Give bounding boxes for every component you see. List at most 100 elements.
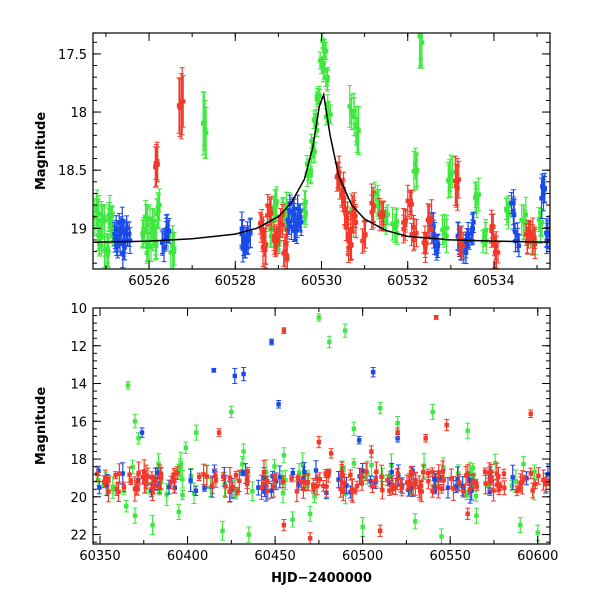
red-data-point [371, 208, 376, 213]
blue-data-point [299, 220, 304, 225]
green-data-point [325, 78, 330, 83]
blue-band-point [256, 485, 261, 490]
green-band-point [264, 475, 269, 480]
red-band-point [471, 479, 476, 484]
red-data-point [216, 430, 222, 435]
green-data-point [411, 169, 417, 174]
red-data-point [281, 522, 287, 528]
green-data-point [282, 210, 287, 216]
blue-data-point [547, 230, 550, 235]
red-band-point [213, 477, 219, 482]
red-data-point [369, 449, 374, 454]
green-data-point [183, 445, 189, 450]
green-data-point [348, 108, 354, 114]
plot-area [94, 313, 550, 544]
red-band-point [521, 476, 527, 481]
red-data-point [268, 207, 273, 212]
green-data-point [465, 428, 470, 433]
plot-frame [92, 307, 551, 545]
blue-data-point [164, 229, 169, 234]
blue-data-point [434, 243, 439, 248]
red-data-point [423, 436, 428, 441]
blue-data-point [240, 246, 246, 251]
red-band-point [227, 475, 233, 480]
red-band-point [321, 483, 326, 489]
red-data-point [284, 242, 289, 247]
blue-data-point [245, 233, 250, 238]
green-data-point [376, 202, 381, 207]
blue-data-point [232, 373, 238, 379]
red-band-point [501, 471, 507, 476]
green-band-point [509, 483, 515, 488]
blue-data-point [121, 242, 126, 247]
red-band-point [142, 469, 147, 474]
green-band-point [305, 483, 310, 489]
blue-band-point [432, 488, 438, 493]
green-band-point [191, 491, 197, 496]
red-data-point [336, 170, 342, 175]
blue-band-point [302, 469, 307, 475]
red-band-point [456, 480, 462, 485]
red-data-point [273, 241, 278, 247]
green-data-point [290, 517, 295, 522]
red-band-point [145, 474, 151, 479]
y-tick-label: 20 [70, 491, 87, 506]
red-band-point [265, 488, 270, 494]
green-data-point [535, 530, 540, 535]
red-band-point [95, 471, 100, 477]
green-data-point [220, 528, 225, 533]
green-data-point [383, 213, 388, 218]
green-data-point [413, 161, 418, 166]
red-data-point [265, 203, 270, 208]
green-data-point [414, 170, 419, 175]
red-data-point [461, 243, 466, 249]
red-band-point [409, 472, 414, 478]
red-data-point [307, 536, 313, 541]
blue-band-point [240, 470, 245, 476]
red-band-point [530, 488, 535, 493]
red-band-point [280, 479, 286, 484]
blue-band-point [155, 470, 160, 475]
red-band-point [487, 478, 493, 483]
red-band-point [305, 480, 311, 485]
y-axis-title: Magnitude [34, 387, 49, 466]
red-band-point [536, 473, 541, 479]
red-band-point [425, 470, 431, 476]
green-band-point [156, 461, 161, 467]
red-data-point [259, 221, 265, 227]
red-band-point [233, 472, 239, 478]
blue-data-point [211, 368, 217, 373]
red-band-point [235, 489, 240, 494]
bottom-panel: 60350 60400 60450 60500 60550 60600 10 12 14 16 18… [34, 302, 558, 586]
red-data-point [343, 211, 348, 216]
green-data-point [145, 242, 150, 248]
red-band-point [495, 482, 501, 488]
red-band-point [436, 485, 441, 490]
green-data-point [447, 173, 452, 178]
red-band-point [430, 469, 435, 475]
red-data-point [271, 234, 277, 239]
green-data-point [314, 114, 319, 119]
blue-data-point [289, 224, 294, 230]
blue-band-point [344, 483, 349, 488]
blue-band-point [120, 471, 125, 476]
red-band-point [398, 482, 403, 488]
green-data-point [309, 139, 314, 144]
red-data-point [491, 224, 496, 229]
green-data-point [172, 246, 177, 251]
red-band-point [149, 475, 155, 480]
green-data-point [504, 206, 509, 212]
blue-data-point [469, 231, 474, 237]
red-data-point [426, 215, 432, 221]
red-band-point [259, 485, 264, 490]
blue-band-point [96, 468, 101, 473]
green-band-point [531, 485, 537, 490]
green-data-point [353, 122, 359, 127]
top-panel: 60526 60528 60530 60532 60534 17.5 18 18.5 19 Mag… [34, 32, 551, 289]
red-band-point [338, 486, 343, 492]
blue-data-point [516, 243, 522, 248]
red-band-point [324, 484, 329, 489]
green-data-point [390, 221, 395, 227]
red-data-point [281, 251, 286, 256]
